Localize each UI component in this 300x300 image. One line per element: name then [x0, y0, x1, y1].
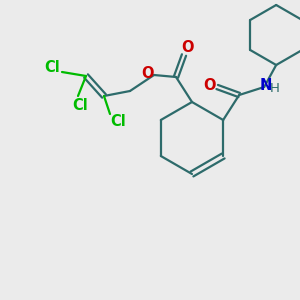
Text: N: N [260, 79, 272, 94]
Text: Cl: Cl [44, 61, 60, 76]
Text: Cl: Cl [72, 98, 88, 113]
Text: Cl: Cl [110, 113, 126, 128]
Text: O: O [203, 79, 215, 94]
Text: H: H [270, 82, 280, 94]
Text: O: O [141, 67, 153, 82]
Text: O: O [182, 40, 194, 56]
